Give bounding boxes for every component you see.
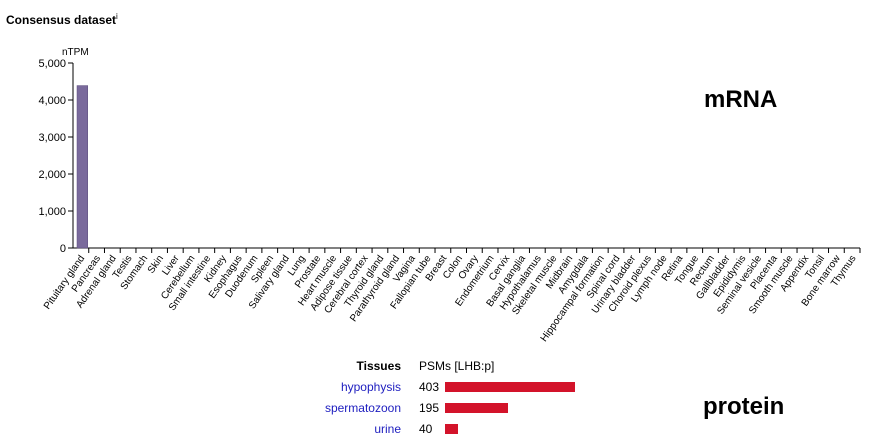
- tissue-link-urine[interactable]: urine: [374, 422, 401, 436]
- y-axis-label: nTPM: [62, 47, 89, 58]
- info-icon[interactable]: i: [116, 12, 118, 21]
- psm-bar: [445, 424, 458, 434]
- title-text: Consensus dataset: [6, 13, 117, 27]
- tissue-link-spermatozoon[interactable]: spermatozoon: [324, 401, 401, 415]
- y-tick-label: 4,000: [38, 95, 66, 107]
- chart-title: Consensus dataseti: [6, 12, 118, 27]
- y-tick-label: 5,000: [38, 58, 66, 70]
- protein-label: protein: [703, 393, 785, 420]
- mrna-bar-chart: nTPM01,0002,0003,0004,0005,000Pituitary …: [38, 47, 861, 344]
- tissues-header: Tissues: [356, 359, 401, 373]
- psm-value: 403: [419, 380, 440, 394]
- y-tick-label: 1,000: [38, 206, 66, 218]
- psm-bar: [445, 403, 508, 413]
- psms-header: PSMs [LHB:p]: [419, 359, 495, 373]
- y-tick-label: 3,000: [38, 132, 66, 144]
- y-tick-label: 0: [60, 243, 66, 255]
- psm-value: 40: [419, 422, 433, 436]
- psm-bar: [445, 382, 575, 392]
- mrna-label: mRNA: [704, 86, 778, 113]
- bar-pituitary-gland: [76, 85, 88, 249]
- tissue-link-hypophysis[interactable]: hypophysis: [340, 380, 401, 394]
- y-tick-label: 2,000: [38, 169, 66, 181]
- psm-value: 195: [419, 401, 440, 415]
